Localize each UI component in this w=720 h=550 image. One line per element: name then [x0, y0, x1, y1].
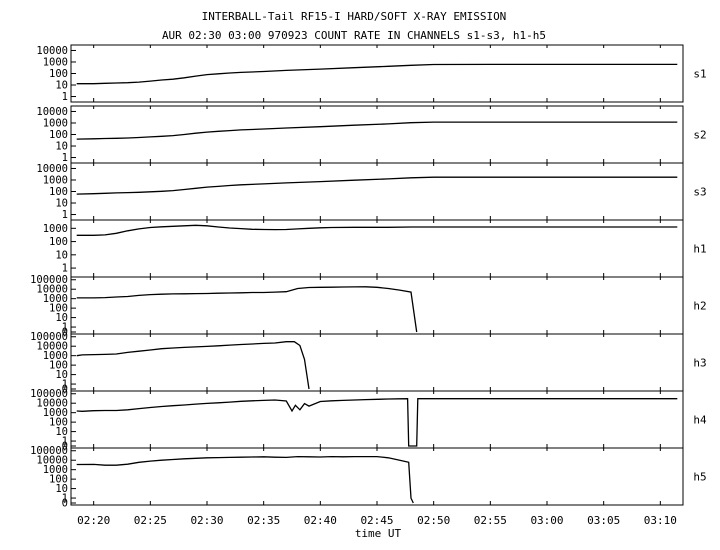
y-tick-label-h3: 100000 [30, 331, 68, 343]
x-tick-label: 02:20 [77, 514, 110, 527]
y-tick-label-s3: 1 [62, 209, 68, 221]
y-tick-label-s1: 10 [55, 80, 68, 92]
y-tick-label-h4: 10000 [36, 398, 68, 410]
y-tick-label-h2: 100 [49, 303, 68, 315]
x-tick-label: 02:40 [304, 514, 337, 527]
x-tick-label: 02:35 [247, 514, 280, 527]
y-tick-label-s3: 1000 [43, 174, 68, 186]
chart-subtitle: AUR 02:30 03:00 970923 COUNT RATE IN CHA… [162, 29, 546, 42]
y-tick-label-s3: 10000 [36, 163, 68, 175]
series-line-s2 [76, 121, 678, 140]
y-tick-label-s2: 10000 [36, 106, 68, 118]
series-line-s1 [76, 63, 678, 85]
y-tick-label-h4: 10 [55, 426, 68, 438]
y-tick-label-h1: 10 [55, 249, 68, 261]
channel-label-s2: s2 [693, 129, 706, 142]
y-tick-label-h5: 1 [62, 493, 68, 505]
y-tick-label-h4: 0 [62, 441, 68, 453]
y-tick-label-h1: 1 [62, 263, 68, 275]
y-tick-label-h5: 10000 [36, 455, 68, 467]
y-tick-label-h3: 1000 [43, 350, 68, 362]
x-axis: 02:20 02:25 02:30 02:35 02:40 02:45 02:50 02:55… [77, 514, 677, 527]
y-tick-label-s3: 100 [49, 186, 68, 198]
x-axis-label: time UT [355, 527, 402, 540]
series-line-h1 [76, 224, 678, 236]
y-tick-label-h4: 100 [49, 417, 68, 429]
x-tick-label: 02:55 [474, 514, 507, 527]
panels-group: 100001000100101s1100001000100101s2100001… [30, 44, 707, 510]
y-tick-label-h2: 1 [62, 322, 68, 334]
y-tick-label-h2: 10000 [36, 284, 68, 296]
channel-label-s3: s3 [693, 186, 706, 199]
channel-label-h3: h3 [693, 357, 706, 370]
y-tick-label-h4: 1 [62, 436, 68, 448]
panel-frame-h2 [70, 276, 684, 335]
y-tick-label-h3: 10 [55, 369, 68, 381]
y-tick-label-s1: 1000 [43, 56, 68, 68]
y-tick-label-h5: 10 [55, 483, 68, 495]
y-tick-label-s1: 10000 [36, 45, 68, 57]
x-tick-label: 02:25 [134, 514, 167, 527]
channel-label-s1: s1 [693, 68, 706, 81]
y-tick-label-s2: 10 [55, 141, 68, 153]
y-tick-label-s1: 1 [62, 91, 68, 103]
x-tick-label: 03:05 [587, 514, 620, 527]
y-tick-label-h4: 100000 [30, 388, 68, 400]
series-line-h5 [76, 455, 414, 504]
channel-label-h1: h1 [693, 243, 706, 256]
y-tick-label-h5: 100000 [30, 445, 68, 457]
y-tick-label-h5: 100 [49, 474, 68, 486]
y-tick-label-h3: 0 [62, 384, 68, 396]
y-tick-label-s1: 100 [49, 68, 68, 80]
y-tick-label-h3: 10000 [36, 341, 68, 353]
y-tick-label-h2: 100000 [30, 274, 68, 286]
panel-frame-s1 [70, 44, 684, 103]
x-tick-label: 03:00 [530, 514, 563, 527]
y-tick-label-h2: 0 [62, 327, 68, 339]
series-line-h2 [76, 286, 418, 333]
channel-label-h5: h5 [693, 471, 706, 484]
series-line-h4 [76, 398, 678, 447]
panel-frame-h3 [70, 333, 684, 392]
panel-frame-h1 [70, 219, 684, 278]
y-tick-label-h2: 1000 [43, 293, 68, 305]
y-tick-label-s2: 1000 [43, 117, 68, 129]
y-tick-label-h3: 1 [62, 379, 68, 391]
y-tick-label-h2: 10 [55, 312, 68, 324]
x-tick-label: 02:50 [417, 514, 450, 527]
x-tick-label: 03:10 [644, 514, 677, 527]
x-tick-label: 02:45 [360, 514, 393, 527]
y-tick-label-s2: 100 [49, 129, 68, 141]
x-tick-label: 02:30 [190, 514, 223, 527]
y-tick-label-h5: 1000 [43, 464, 68, 476]
y-tick-label-h1: 100 [49, 236, 68, 248]
series-line-s3 [76, 176, 678, 195]
y-tick-label-s2: 1 [62, 152, 68, 164]
y-tick-label-h1: 1000 [43, 223, 68, 235]
panel-frame-s2 [70, 105, 684, 164]
y-tick-label-s3: 10 [55, 198, 68, 210]
chart-title: INTERBALL-Tail RF15-I HARD/SOFT X-RAY EM… [202, 10, 507, 23]
channel-label-h2: h2 [693, 300, 706, 313]
y-tick-label-h4: 1000 [43, 407, 68, 419]
y-tick-label-h5: 0 [62, 498, 68, 510]
y-tick-label-h3: 100 [49, 360, 68, 372]
channel-label-h4: h4 [693, 414, 707, 427]
series-line-h3 [76, 341, 310, 390]
